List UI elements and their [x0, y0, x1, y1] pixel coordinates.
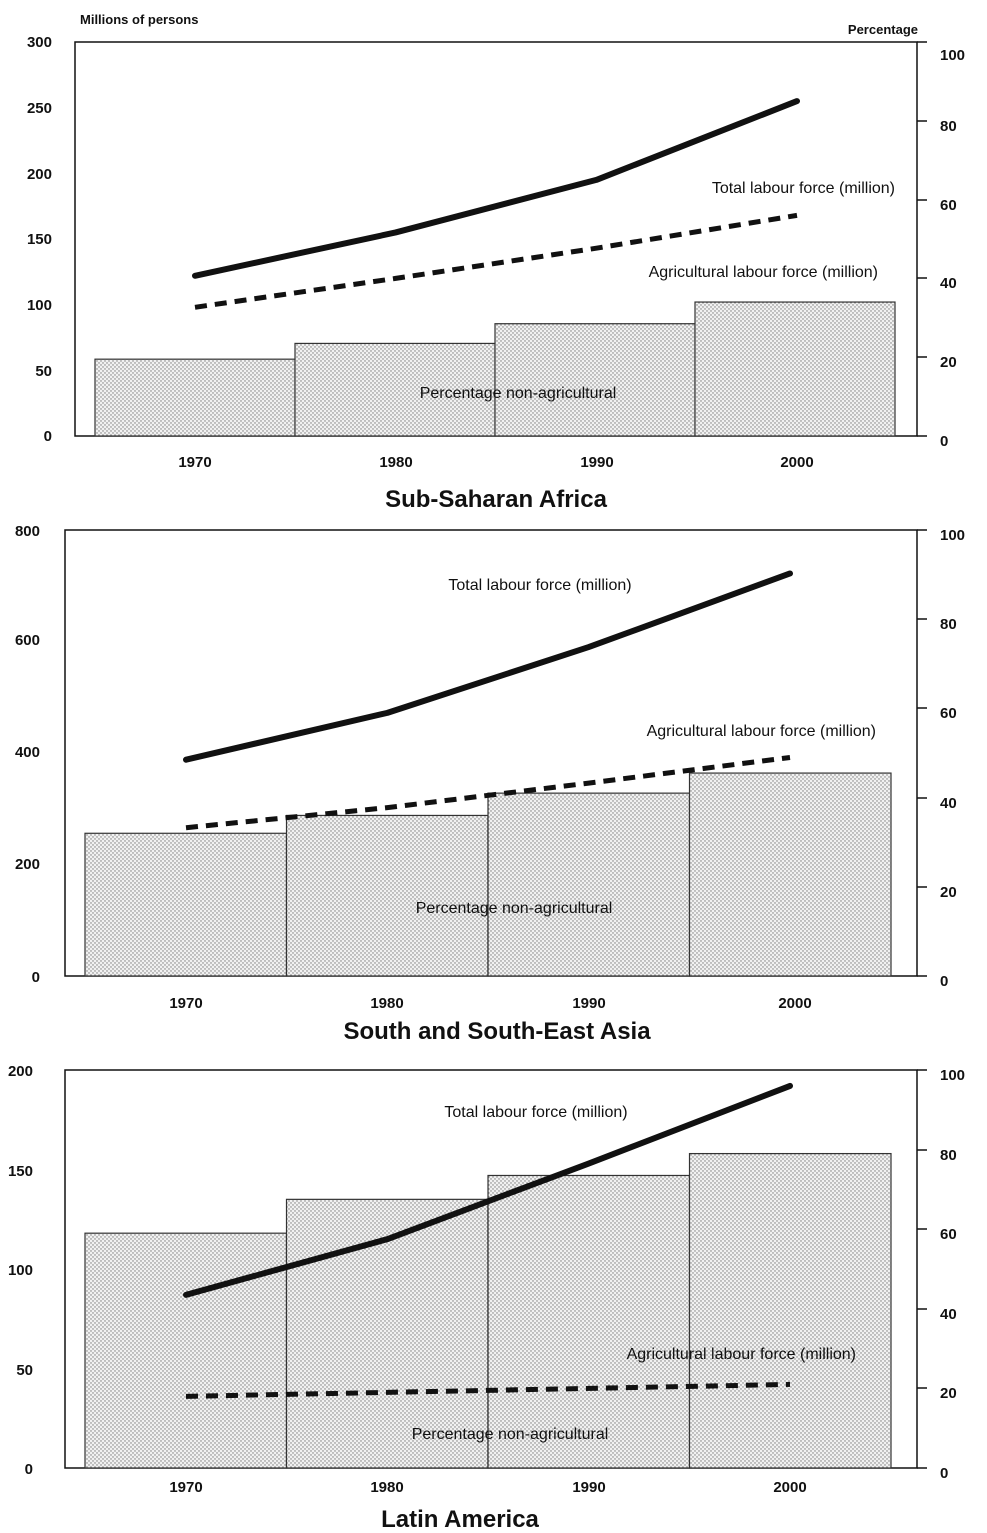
x-tick-label: 1990	[572, 995, 605, 1012]
label-agricultural-labour-force: Agricultural labour force (million)	[647, 723, 876, 740]
y-right-tick-label: 60	[940, 1226, 957, 1243]
bar	[494, 323, 696, 437]
y-right-tick-label: 100	[940, 1067, 965, 1084]
label-percentage-non-agricultural: Percentage non-agricultural	[412, 1426, 609, 1443]
y-right-tick-label: 20	[940, 354, 957, 371]
y-tick-label: 600	[15, 632, 40, 649]
y-tick-label: 0	[44, 428, 52, 445]
y-axis-left: 0 50 100 150 200 250 300	[27, 34, 52, 445]
y-axis-title-left: Millions of persons	[80, 12, 198, 27]
x-axis: 1970 1980 1990 2000	[178, 454, 813, 471]
y-tick-label: 100	[27, 297, 52, 314]
label-percentage-non-agricultural: Percentage non-agricultural	[420, 385, 617, 402]
panel-latin-america: Total labour force (million) Agricultura…	[8, 1063, 965, 1533]
panel-title: South and South-East Asia	[343, 1018, 651, 1045]
y-axis-right: 0 20 40 60 80 100	[917, 527, 965, 990]
x-tick-label: 2000	[773, 1479, 806, 1496]
y-right-tick-label: 20	[940, 884, 957, 901]
y-right-tick-label: 0	[940, 433, 948, 450]
y-tick-label: 50	[16, 1362, 33, 1379]
y-right-tick-label: 100	[940, 527, 965, 544]
y-axis-left: 0 200 400 600 800	[15, 523, 40, 986]
bar	[694, 301, 896, 437]
bar	[688, 1152, 892, 1469]
y-tick-label: 50	[35, 363, 52, 380]
line-agricultural-labour-force	[194, 212, 798, 310]
label-total-labour-force: Total labour force (million)	[712, 180, 895, 197]
x-tick-label: 1990	[572, 1479, 605, 1496]
panel-sub-saharan-africa: Millions of persons Percentage Total lab…	[27, 12, 965, 513]
y-tick-label: 400	[15, 744, 40, 761]
bars-percentage-non-agricultural	[94, 301, 896, 437]
y-tick-label: 250	[27, 100, 52, 117]
y-right-tick-label: 80	[940, 1147, 957, 1164]
label-total-labour-force: Total labour force (million)	[448, 577, 631, 594]
bar	[688, 772, 892, 977]
y-axis-left: 0 50 100 150 200	[8, 1063, 33, 1478]
y-right-tick-label: 40	[940, 1306, 957, 1323]
bars-percentage-non-agricultural	[84, 1152, 892, 1469]
y-axis-right: 0 20 40 60 80 100	[917, 1067, 965, 1482]
y-right-tick-label: 40	[940, 795, 957, 812]
x-axis: 1970 1980 1990 2000	[169, 1479, 806, 1496]
bar	[285, 1198, 489, 1469]
bar	[84, 1232, 288, 1469]
label-total-labour-force: Total labour force (million)	[444, 1104, 627, 1121]
bar	[94, 358, 296, 437]
y-right-tick-label: 80	[940, 118, 957, 135]
x-tick-label: 1990	[580, 454, 613, 471]
label-agricultural-labour-force: Agricultural labour force (million)	[649, 264, 878, 281]
x-axis: 1970 1980 1990 2000	[169, 995, 811, 1012]
y-axis-right: 0 20 40 60 80 100	[917, 41, 965, 450]
y-tick-label: 100	[8, 1262, 33, 1279]
y-tick-label: 150	[27, 231, 52, 248]
line-agricultural-labour-force	[185, 754, 791, 831]
bar	[285, 814, 489, 977]
y-tick-label: 0	[25, 1461, 33, 1478]
x-tick-label: 2000	[780, 454, 813, 471]
label-agricultural-labour-force: Agricultural labour force (million)	[627, 1346, 856, 1363]
line-total-labour-force	[183, 1082, 793, 1298]
x-tick-label: 1980	[370, 1479, 403, 1496]
y-right-tick-label: 100	[940, 47, 965, 64]
panel-south-and-south-east-asia: Total labour force (million) Agricultura…	[15, 523, 965, 1045]
y-right-tick-label: 60	[940, 197, 957, 214]
x-tick-label: 2000	[778, 995, 811, 1012]
y-tick-label: 800	[15, 523, 40, 540]
y-tick-label: 200	[8, 1063, 33, 1080]
x-tick-label: 1970	[169, 1479, 202, 1496]
y-tick-label: 200	[27, 166, 52, 183]
label-percentage-non-agricultural: Percentage non-agricultural	[416, 900, 613, 917]
y-tick-label: 150	[8, 1163, 33, 1180]
y-right-tick-label: 0	[940, 973, 948, 990]
bar	[487, 792, 691, 977]
x-tick-label: 1970	[178, 454, 211, 471]
panel-title: Latin America	[381, 1506, 539, 1533]
y-tick-label: 300	[27, 34, 52, 51]
bars-percentage-non-agricultural	[84, 772, 892, 977]
y-right-tick-label: 0	[940, 1465, 948, 1482]
x-tick-label: 1980	[379, 454, 412, 471]
bar	[487, 1174, 691, 1469]
y-tick-label: 0	[32, 969, 40, 986]
line-agricultural-labour-force	[185, 1381, 791, 1399]
y-right-tick-label: 20	[940, 1385, 957, 1402]
panel-title: Sub-Saharan Africa	[385, 486, 607, 513]
y-axis-title-right: Percentage	[848, 22, 918, 37]
line-total-labour-force	[183, 570, 793, 763]
bar	[294, 342, 496, 437]
x-tick-label: 1980	[370, 995, 403, 1012]
y-right-tick-label: 40	[940, 275, 957, 292]
y-right-tick-label: 60	[940, 705, 957, 722]
y-tick-label: 200	[15, 856, 40, 873]
bar	[84, 832, 288, 977]
y-right-tick-label: 80	[940, 616, 957, 633]
x-tick-label: 1970	[169, 995, 202, 1012]
line-total-labour-force	[192, 98, 800, 279]
